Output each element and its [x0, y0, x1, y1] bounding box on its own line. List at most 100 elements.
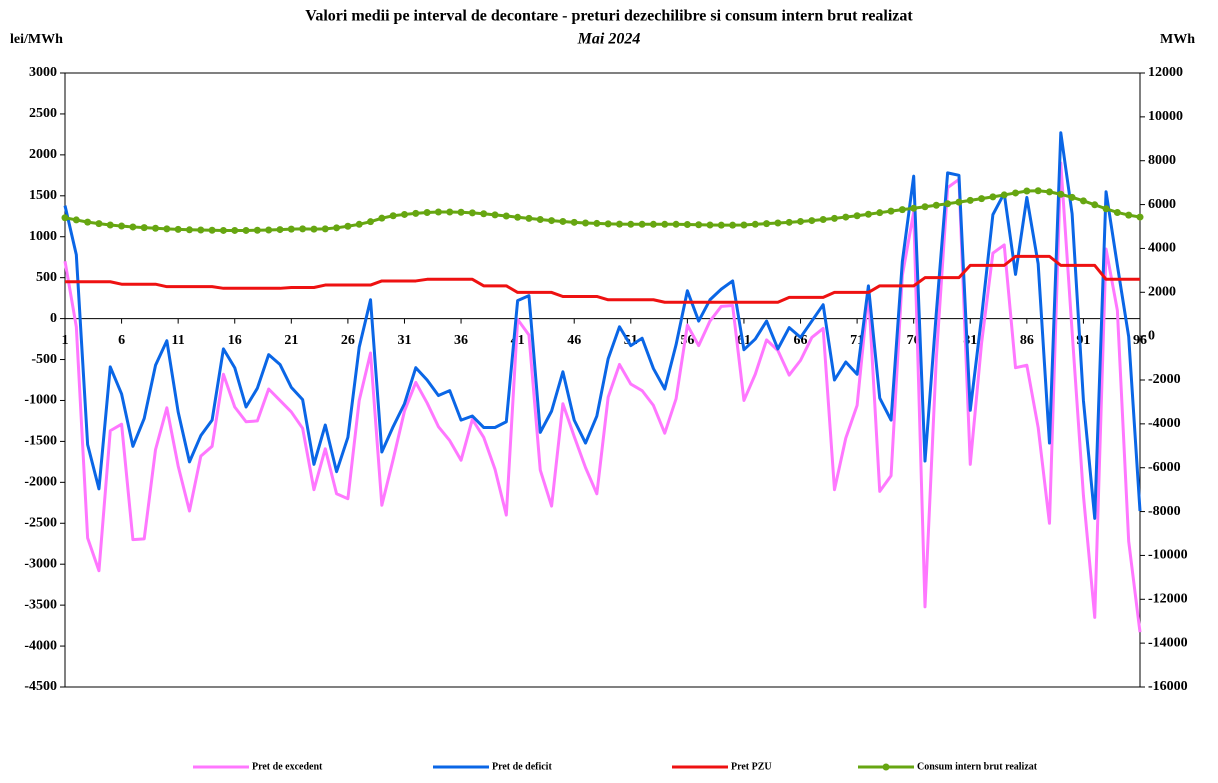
series-marker	[321, 225, 329, 233]
series-marker	[400, 210, 408, 218]
series-marker	[480, 210, 488, 218]
y-tick-label: -1500	[24, 434, 57, 449]
series-marker	[1091, 201, 1099, 209]
series-marker	[797, 217, 805, 225]
series-marker	[785, 218, 793, 226]
series-marker	[593, 219, 601, 227]
series-marker	[197, 226, 205, 234]
series-marker	[514, 213, 522, 221]
y2-tick-label: -12000	[1148, 592, 1188, 607]
series-marker	[502, 212, 510, 220]
series-marker	[808, 217, 816, 225]
series-marker	[570, 218, 578, 226]
y-tick-label: 500	[36, 270, 57, 285]
series-marker	[548, 217, 556, 225]
series-marker	[253, 226, 261, 234]
x-tick-label: 96	[1133, 333, 1147, 348]
series-marker	[276, 226, 284, 234]
series-marker	[378, 214, 386, 222]
series-line	[63, 131, 1142, 520]
y-tick-label: -500	[31, 352, 57, 367]
series-marker	[729, 221, 737, 229]
series-marker	[446, 208, 454, 216]
y-tick-label: -2500	[24, 515, 57, 530]
series-marker	[219, 226, 227, 234]
series-marker	[1068, 193, 1076, 201]
legend-label: Pret PZU	[731, 761, 772, 772]
y2-tick-label: 0	[1148, 328, 1155, 343]
y2-tick-label: 12000	[1148, 65, 1183, 80]
series-marker	[627, 220, 635, 228]
y-tick-label: 1500	[29, 188, 57, 203]
series-marker	[412, 209, 420, 217]
x-tick-label: 1	[62, 333, 69, 348]
y2-tick-label: 2000	[1148, 285, 1176, 300]
y2-tick-label: 10000	[1148, 109, 1183, 124]
series-marker	[1102, 205, 1110, 213]
y-axis-label: lei/MWh	[10, 32, 63, 47]
series-marker	[1000, 191, 1008, 199]
y-tick-label: 2500	[29, 106, 57, 121]
series-marker	[1125, 211, 1133, 219]
x-tick-label: 6	[118, 333, 125, 348]
series-marker	[638, 220, 646, 228]
series-marker	[299, 225, 307, 233]
series-marker	[582, 219, 590, 227]
series-marker	[491, 211, 499, 219]
series-marker	[355, 220, 363, 228]
y-tick-label: -2000	[24, 475, 57, 490]
series-line	[63, 161, 1142, 633]
series-marker	[344, 222, 352, 230]
series-marker	[910, 204, 918, 212]
series-marker	[367, 218, 375, 226]
chart-title: Valori medii pe interval de decontare - …	[305, 8, 913, 25]
y-tick-label: -3000	[24, 556, 57, 571]
series-marker	[1023, 187, 1031, 195]
series-marker	[457, 208, 465, 216]
y-tick-label: -1000	[24, 393, 57, 408]
series-marker	[84, 218, 92, 226]
y-tick-label: -4500	[24, 679, 57, 694]
series-marker	[978, 195, 986, 203]
series-marker	[118, 222, 126, 230]
series-marker	[615, 220, 623, 228]
y-tick-label: 1000	[29, 229, 57, 244]
series-marker	[1079, 197, 1087, 205]
x-tick-label: 31	[397, 333, 411, 348]
series-marker	[185, 226, 193, 234]
x-tick-label: 21	[284, 333, 298, 348]
series-marker	[830, 214, 838, 222]
series-marker	[152, 224, 160, 232]
series-marker	[1136, 213, 1144, 221]
series-marker	[706, 221, 714, 229]
x-tick-label: 66	[794, 333, 808, 348]
series-marker	[740, 221, 748, 229]
series-marker	[774, 219, 782, 227]
series-marker	[842, 213, 850, 221]
series-marker	[423, 208, 431, 216]
series-marker	[333, 224, 341, 232]
series-marker	[174, 225, 182, 233]
series-marker	[876, 209, 884, 217]
series-marker	[898, 206, 906, 214]
series-marker	[95, 220, 103, 228]
y2-tick-label: -6000	[1148, 460, 1181, 475]
series-marker	[717, 221, 725, 229]
series-marker	[287, 225, 295, 233]
y2-tick-label: 6000	[1148, 197, 1176, 212]
series-marker	[468, 209, 476, 217]
series-marker	[604, 220, 612, 228]
series-marker	[932, 201, 940, 209]
series-marker	[129, 223, 137, 231]
series-marker	[310, 225, 318, 233]
x-tick-label: 86	[1020, 333, 1034, 348]
series-marker	[1057, 190, 1065, 198]
series-marker	[751, 220, 759, 228]
series-marker	[921, 203, 929, 211]
legend-label: Consum intern brut realizat	[917, 761, 1038, 772]
legend-label: Pret de excedent	[252, 761, 323, 772]
series-marker	[763, 220, 771, 228]
series-marker	[1045, 188, 1053, 196]
x-tick-label: 11	[172, 333, 185, 348]
y2-tick-label: 8000	[1148, 153, 1176, 168]
